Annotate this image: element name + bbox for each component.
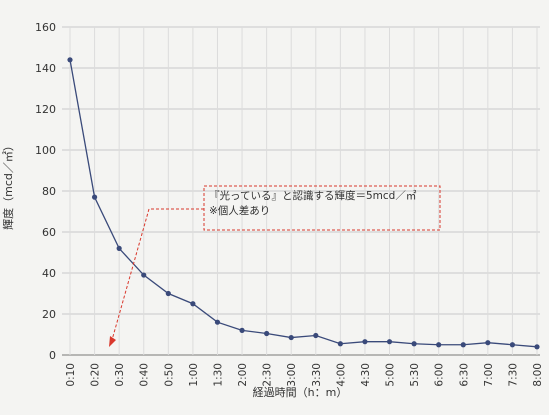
data-point — [411, 341, 417, 347]
data-point — [460, 342, 466, 348]
x-tick-labels: 0:10 0:20 0:30 0:40 0:50 1:00 1:30 2:00 2:30 3:00… — [65, 363, 544, 387]
x-tick-label: 5:00 — [385, 363, 397, 387]
data-point — [214, 319, 221, 325]
x-tick-label: 4:00 — [335, 363, 347, 387]
data-point — [313, 332, 319, 339]
data-point — [534, 344, 540, 350]
annotation-leader — [111, 208, 204, 341]
grid — [62, 26, 540, 356]
x-tick-label: 0:30 — [114, 363, 126, 387]
x-tick-label: 0:50 — [163, 363, 175, 387]
data-point — [239, 327, 245, 333]
y-tick-label: 120 — [35, 103, 56, 116]
y-tick-labels: 0 20 40 60 80 100 120 140 160 — [35, 21, 56, 362]
data-point — [116, 245, 122, 251]
y-tick-label: 100 — [35, 144, 56, 157]
x-tick-label: 1:30 — [212, 363, 224, 387]
annotation: 『光っている』と認識する輝度＝5mcd／㎡ ※個人差あり — [109, 185, 441, 347]
x-tick-label: 0:40 — [139, 363, 151, 387]
y-tick-label: 20 — [42, 308, 56, 321]
data-point — [67, 57, 73, 63]
x-tick-label: 1:00 — [188, 363, 200, 387]
annotation-box — [203, 185, 441, 231]
x-tick-label: 3:00 — [286, 363, 298, 387]
series-line — [69, 59, 538, 348]
x-tick-label: 4:30 — [360, 363, 372, 387]
series-group — [67, 57, 540, 350]
data-point — [91, 194, 98, 200]
data-point — [190, 301, 196, 307]
data-point — [362, 339, 368, 345]
data-point — [386, 339, 393, 345]
annotation-arrowhead — [109, 336, 116, 347]
y-tick-label: 40 — [42, 267, 56, 280]
x-tick-label: 2:00 — [237, 363, 249, 387]
y-tick-label: 160 — [35, 21, 56, 34]
data-point — [485, 340, 491, 346]
x-tick-label: 6:30 — [458, 363, 470, 387]
x-tick-label: 3:30 — [311, 363, 323, 387]
x-tick-label: 5:30 — [409, 363, 421, 387]
x-tick-label: 0:20 — [90, 363, 102, 387]
y-tick-label: 60 — [42, 226, 56, 239]
y-tick-label: 0 — [49, 349, 56, 362]
x-tick-label: 7:30 — [507, 363, 519, 387]
y-tick-label: 140 — [35, 62, 56, 75]
data-point — [337, 341, 343, 347]
data-point — [509, 342, 516, 348]
x-tick-label: 7:00 — [483, 363, 495, 387]
annotation-line-2: ※個人差あり — [209, 204, 270, 217]
y-axis-label: 輝度（mcd／㎡） — [1, 140, 15, 230]
annotation-line-1: 『光っている』と認識する輝度＝5mcd／㎡ — [209, 189, 417, 202]
data-point — [288, 334, 294, 341]
x-tick-label: 8:00 — [532, 363, 544, 387]
x-tick-label: 6:00 — [434, 363, 446, 387]
data-point — [436, 342, 442, 348]
y-tick-label: 80 — [42, 185, 56, 198]
x-axis-label: 経過時間（h：m） — [253, 386, 348, 399]
data-point — [141, 272, 147, 278]
x-tick-label: 0:10 — [65, 363, 77, 387]
x-tick-label: 2:30 — [262, 363, 274, 387]
data-point — [264, 330, 270, 337]
data-point — [165, 290, 171, 297]
